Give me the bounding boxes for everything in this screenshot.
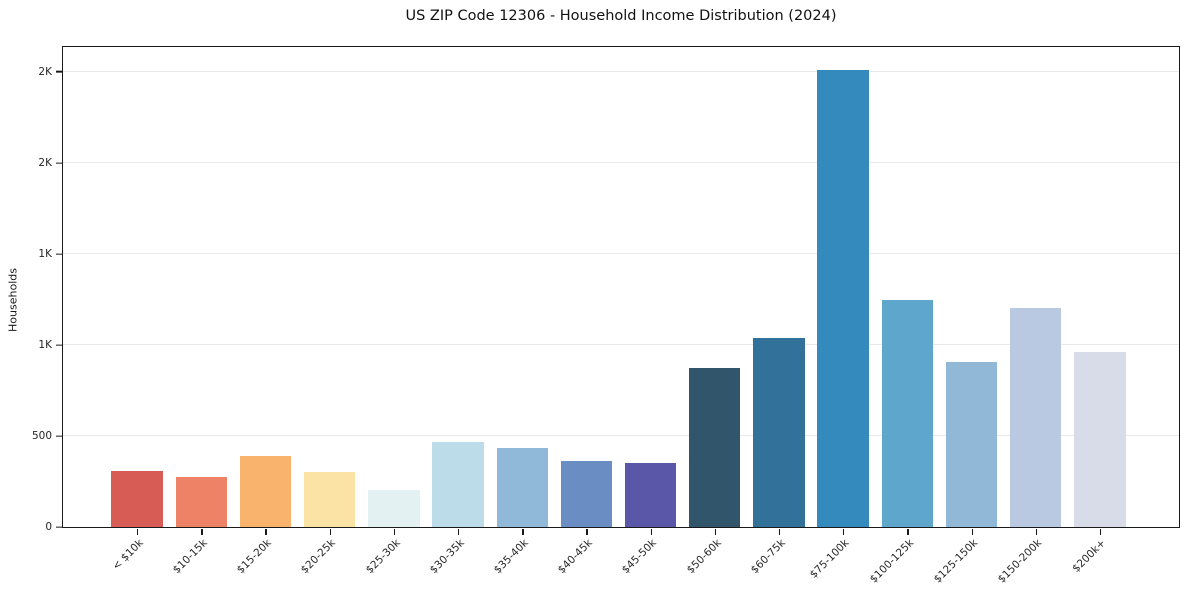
y-tick-label: 2K (38, 65, 52, 78)
chart-title: US ZIP Code 12306 - Household Income Dis… (405, 8, 837, 24)
gridline (63, 343, 1179, 345)
x-tick-label: $30-35k (427, 537, 467, 577)
x-tick-label: $15-20k (234, 537, 274, 577)
bar (368, 489, 420, 527)
y-tick-mark (55, 71, 62, 73)
x-tick-mark (458, 528, 460, 535)
x-tick-mark (907, 528, 909, 535)
y-tick-label: 1K (38, 338, 52, 351)
x-tick-mark (843, 528, 845, 535)
x-tick-mark (714, 528, 717, 535)
plot-area: 0 500 1K 1K 2K 2K < $10k $10-15k $15-20k $20-25k… (32, 46, 1180, 586)
bar (1074, 352, 1126, 527)
bar (175, 476, 227, 527)
x-tick-mark (650, 528, 652, 535)
x-tick-label: $45-50k (619, 537, 660, 577)
y-tick-label: 1K (38, 247, 52, 260)
gridline (63, 434, 1179, 436)
x-tick-label: $20-25k (299, 537, 339, 577)
bar-slot: $60-75k (747, 47, 811, 576)
bar-slot: $45-50k (619, 47, 683, 576)
x-tick-mark (329, 528, 331, 535)
x-tick-label: $75-100k (807, 537, 852, 581)
bars-layer: < $10k $10-15k $15-20k $20-25k $25-30k $30-35… (63, 47, 1179, 586)
x-tick-mark (586, 528, 588, 535)
bar (624, 463, 677, 527)
y-tick-label: 2K (38, 156, 52, 169)
y-axis-label: Households (6, 268, 20, 332)
bar (432, 442, 484, 527)
x-tick-label: < $10k (110, 537, 146, 573)
y-tick-mark (55, 253, 62, 255)
x-tick-label: $150-200k (995, 537, 1045, 586)
x-tick-label: $50-60k (684, 537, 724, 577)
bar-slot: $150-200k (996, 47, 1068, 586)
y-tick-label: 500 (31, 429, 52, 442)
bar (945, 362, 998, 527)
y-tick-mark (55, 435, 62, 437)
y-tick-mark (55, 162, 62, 164)
x-tick-label: $35-40k (491, 537, 531, 577)
x-tick-label: $10-15k (170, 537, 210, 577)
x-tick-mark (201, 528, 203, 535)
x-tick-mark (778, 528, 781, 535)
bar (239, 455, 292, 527)
bar-slot: $35-40k (490, 47, 554, 576)
x-tick-mark (137, 528, 139, 535)
bar-slot: $125-150k (931, 47, 1003, 586)
y-tick-mark (55, 344, 62, 346)
bar-slot: $100-125k (867, 47, 939, 586)
bar-slot: $10-15k (169, 47, 233, 576)
x-tick-mark (971, 528, 973, 535)
x-tick-mark (1035, 528, 1038, 535)
x-tick-mark (1099, 528, 1102, 535)
bar-slot: $50-60k (683, 47, 747, 576)
bar (560, 460, 613, 527)
bar-slot: $15-20k (233, 47, 297, 576)
x-tick-label: $100-125k (867, 537, 916, 586)
bar (753, 337, 805, 527)
bar-slot: $200k+ (1068, 47, 1132, 575)
bar (881, 300, 934, 527)
x-tick-label: $60-75k (748, 537, 788, 577)
gridline (63, 252, 1179, 254)
x-tick-label: $200k+ (1070, 537, 1109, 575)
x-tick-mark (393, 528, 396, 535)
bar (817, 69, 869, 527)
x-tick-mark (265, 528, 267, 535)
bar (1010, 307, 1062, 527)
bar-slot: $25-30k (362, 47, 426, 576)
x-tick-label: $25-30k (363, 537, 403, 577)
y-tick-mark (55, 526, 62, 528)
x-tick-mark (522, 528, 524, 535)
gridline (63, 70, 1179, 72)
bar (496, 447, 548, 527)
bar-slot: $20-25k (298, 47, 362, 576)
bar-slot: $40-45k (554, 47, 618, 576)
x-tick-label: $125-150k (931, 537, 981, 586)
x-tick-label: $40-45k (555, 537, 595, 577)
bar (303, 472, 356, 527)
bar-slot: < $10k (105, 47, 169, 573)
bar-slot: $75-100k (808, 47, 875, 581)
bar (689, 367, 741, 527)
bar (111, 470, 163, 527)
bar-slot: $30-35k (426, 47, 490, 576)
y-tick-label: 0 (45, 521, 52, 533)
gridline (63, 161, 1179, 163)
